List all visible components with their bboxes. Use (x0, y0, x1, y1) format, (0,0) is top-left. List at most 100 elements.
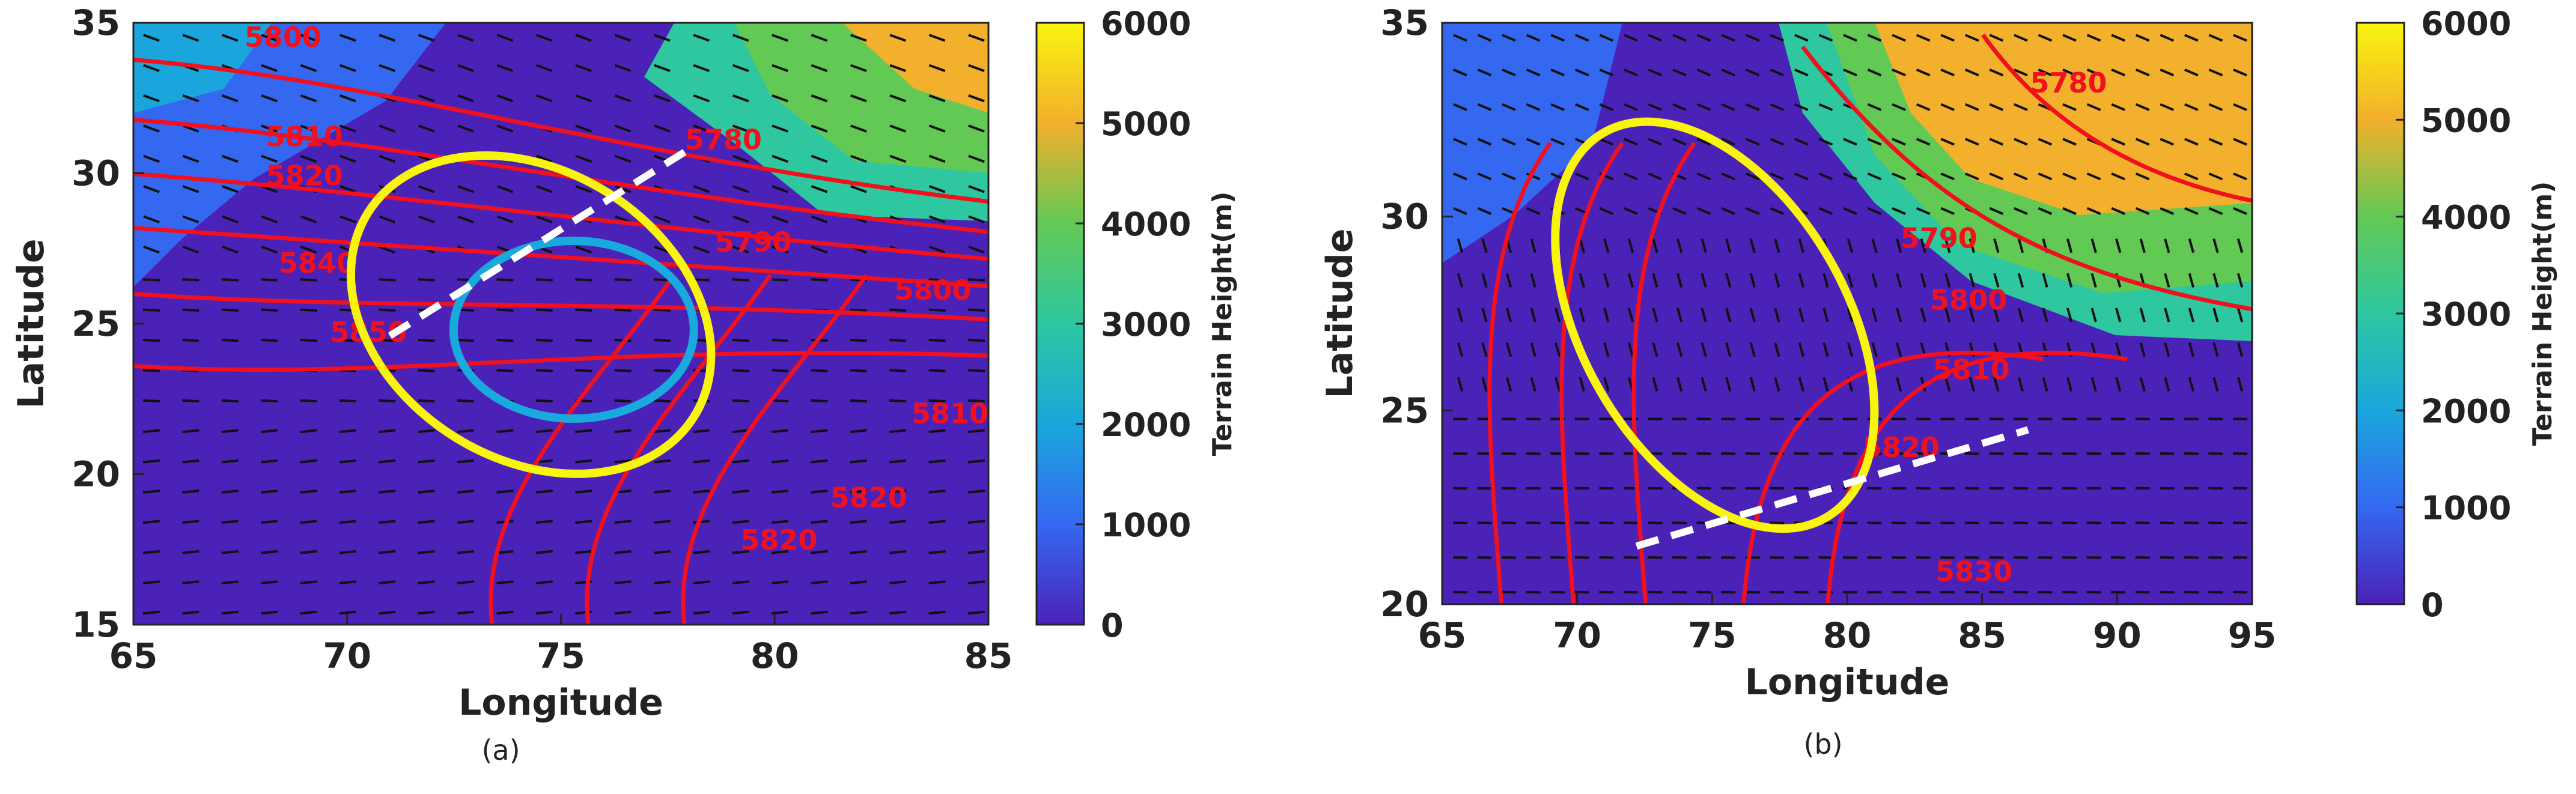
wind-arrow (968, 340, 985, 341)
x-tick-label: 80 (751, 635, 799, 676)
wind-arrow (261, 612, 278, 614)
wind-arrow (340, 612, 356, 614)
wind-arrow (732, 612, 749, 614)
wind-arrow (379, 612, 395, 614)
wind-arrow (300, 279, 317, 280)
wind-arrow (379, 581, 395, 583)
wind-arrow (379, 279, 395, 280)
wind-arrow (300, 521, 317, 523)
wind-arrow (732, 461, 749, 462)
wind-arrow (968, 461, 985, 462)
wind-arrow (261, 551, 278, 553)
wind-arrow (261, 340, 278, 341)
wind-arrow (693, 491, 710, 492)
wind-arrow (457, 581, 474, 583)
wind-arrow (143, 370, 160, 371)
x-axis-label: Longitude (1745, 661, 1950, 703)
wind-arrow (575, 370, 592, 371)
colorbar-tick-label: 3000 (2421, 295, 2511, 333)
wind-arrow (222, 461, 239, 462)
colorbar-label: Terrain Height(m) (2527, 181, 2558, 446)
wind-arrow (379, 461, 395, 462)
wind-arrow (772, 491, 788, 492)
wind-arrow (457, 491, 474, 492)
colorbar-tick-label: 2000 (1101, 406, 1191, 444)
contour-label: 5820 (266, 160, 343, 192)
wind-arrow (889, 581, 906, 583)
wind-arrow (300, 430, 317, 432)
wind-arrow (143, 491, 160, 492)
wind-arrow (889, 430, 906, 432)
x-tick-label: 80 (1823, 615, 1872, 656)
wind-arrow (182, 279, 199, 280)
wind-arrow (850, 521, 867, 523)
colorbar-tick-label: 2000 (2421, 392, 2511, 430)
wind-arrow (654, 370, 671, 371)
panel-label: (b) (1803, 728, 1842, 760)
wind-arrow (300, 461, 317, 462)
colorbar-tick-label: 0 (2421, 586, 2444, 624)
wind-arrow (536, 491, 553, 492)
wind-arrow (261, 521, 278, 523)
wind-arrow (732, 340, 749, 341)
wind-arrow (929, 551, 946, 553)
wind-arrow (929, 461, 946, 462)
contour-label: 5810 (266, 120, 343, 153)
wind-arrow (850, 430, 867, 432)
wind-arrow (418, 279, 435, 280)
contour-label: 5820 (740, 524, 817, 556)
contour-label: 5830 (1935, 555, 2012, 587)
wind-arrow (850, 340, 867, 341)
wind-arrow (536, 370, 553, 371)
wind-arrow (968, 491, 985, 492)
wind-arrow (496, 370, 513, 371)
colorbar-label: Terrain Height(m) (1207, 192, 1238, 456)
wind-arrow (300, 612, 317, 614)
wind-arrow (654, 491, 671, 492)
wind-arrow (850, 581, 867, 583)
x-tick-label: 90 (2093, 615, 2142, 656)
colorbar-tick-label: 3000 (1101, 306, 1191, 344)
wind-arrow (772, 521, 788, 523)
wind-arrow (615, 279, 632, 280)
wind-arrow (575, 430, 592, 432)
wind-arrow (143, 581, 160, 583)
wind-arrow (418, 340, 435, 341)
x-tick-label: 75 (537, 635, 585, 676)
wind-arrow (693, 612, 710, 614)
wind-arrow (143, 461, 160, 462)
wind-arrow (340, 461, 356, 462)
wind-arrow (772, 461, 788, 462)
wind-arrow (732, 521, 749, 523)
wind-arrow (222, 581, 239, 583)
y-tick-label: 25 (1380, 390, 1429, 431)
wind-arrow (496, 310, 513, 311)
wind-arrow (418, 581, 435, 583)
wind-arrow (340, 581, 356, 583)
wind-arrow (968, 551, 985, 553)
wind-arrow (889, 551, 906, 553)
wind-arrow (379, 430, 395, 432)
wind-arrow (811, 370, 827, 371)
x-tick-label: 70 (323, 635, 371, 676)
wind-arrow (143, 612, 160, 614)
wind-arrow (811, 521, 828, 523)
wind-arrow (693, 521, 710, 523)
colorbar-tick-label: 5000 (2421, 102, 2511, 139)
wind-arrow (929, 491, 946, 492)
wind-arrow (182, 581, 199, 583)
y-tick-label: 20 (72, 454, 120, 495)
wind-arrow (693, 551, 710, 553)
wind-arrow (772, 430, 788, 432)
wind-arrow (732, 370, 749, 371)
y-tick-label: 25 (72, 303, 120, 344)
x-tick-label: 70 (1553, 615, 1601, 656)
wind-arrow (615, 310, 632, 311)
wind-arrow (811, 491, 828, 492)
wind-arrow (693, 430, 710, 432)
wind-arrow (968, 370, 985, 371)
wind-arrow (615, 430, 632, 432)
wind-arrow (968, 612, 985, 614)
